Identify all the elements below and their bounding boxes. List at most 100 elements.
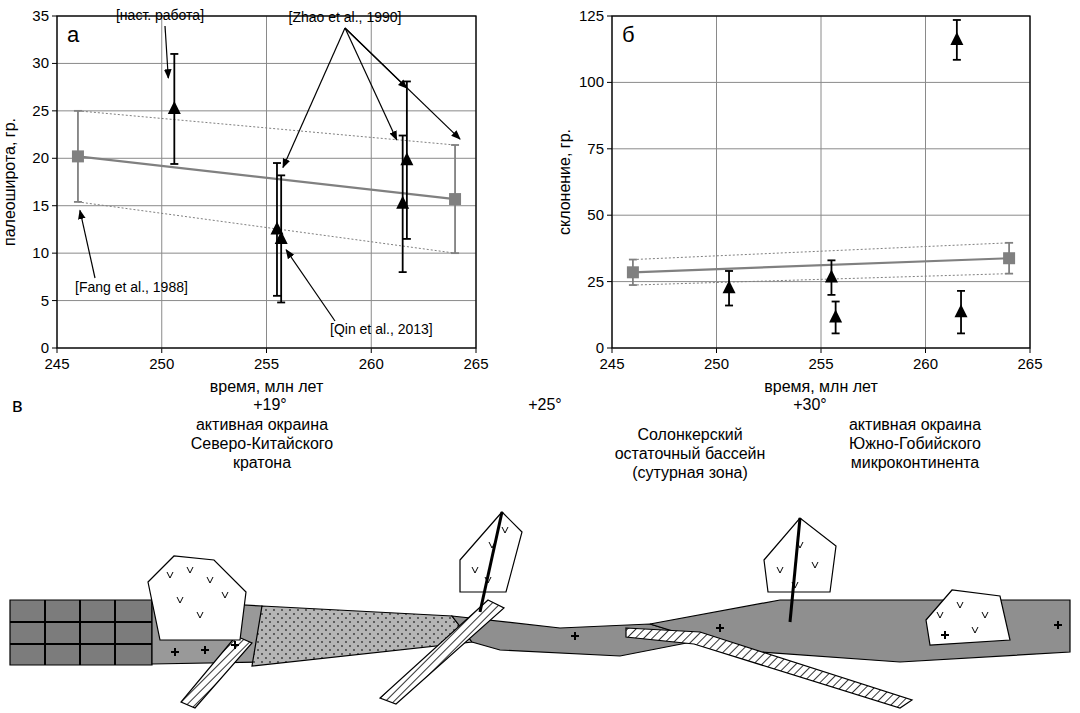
chart-panel: 24525025526026505101520253035время, млн … (1, 7, 489, 395)
label-line: активная окраина (849, 416, 981, 433)
error-bar-cap (74, 201, 82, 203)
tick-label-y: 50 (587, 206, 604, 223)
annotation: [Qin et al., 2013] (330, 321, 433, 337)
error-bar-cap (273, 162, 281, 164)
granite-mark (201, 646, 209, 654)
trend-line (78, 156, 455, 199)
point-triangle (168, 101, 181, 114)
tick-label-y: 0 (41, 339, 49, 356)
tick-label-y: 15 (32, 197, 49, 214)
grid-line-x (161, 16, 162, 348)
granite-mark (716, 624, 724, 632)
arc-far-right (926, 590, 1010, 645)
tick-y (52, 110, 57, 111)
error-bar-cap (953, 19, 961, 21)
volcanic-mark (207, 577, 213, 583)
craton-grid (114, 600, 116, 665)
error-bar-cap (403, 238, 411, 240)
craton-grid (10, 643, 152, 645)
point-triangle (955, 304, 968, 317)
section-diagram: в+19°+25°+30°активная окраинаСеверо-Кита… (10, 394, 1070, 708)
tick-x (925, 348, 926, 353)
panel-label: а (67, 22, 80, 47)
tick-label-y: 30 (32, 54, 49, 71)
tick-y (607, 215, 612, 216)
label-line: активная окраина (196, 416, 328, 433)
tick-x (161, 348, 162, 353)
tick-label-y: 75 (587, 140, 604, 157)
tick-label-y: 5 (41, 292, 49, 309)
error-bar-cap (273, 295, 281, 297)
grid-line-y (57, 253, 476, 254)
error-bar-cap (832, 301, 840, 303)
label-line: Северо-Китайского (191, 435, 334, 452)
annotation-arrow (283, 28, 345, 167)
tick-label-y: 125 (579, 7, 604, 24)
tick-y (52, 300, 57, 301)
tick-label-y: 25 (32, 102, 49, 119)
error-bar-cap (827, 294, 835, 296)
x-axis-title: время, млн лет (210, 378, 324, 395)
tick-label-y: 25 (587, 273, 604, 290)
trend-line (633, 258, 1009, 272)
tick-y (52, 16, 57, 17)
tick-label-y: 35 (32, 7, 49, 24)
volcanic-mark (937, 612, 943, 618)
tick-y (607, 16, 612, 17)
point-square (1003, 252, 1015, 264)
label-line: Солонкерский (637, 426, 742, 443)
grid-line-y (57, 63, 476, 64)
tick-label-x: 265 (1017, 355, 1042, 372)
slab-right (626, 628, 912, 708)
point-triangle (723, 280, 736, 293)
label-line: остаточный бассейн (615, 445, 766, 462)
tick-y (52, 253, 57, 254)
error-bar-cap (170, 163, 178, 165)
tick-y (52, 205, 57, 206)
annotation: [Fang et al., 1988] (75, 279, 188, 295)
volcanic-mark (472, 567, 478, 573)
tick-label-x: 250 (704, 355, 729, 372)
volcanic-mark (197, 612, 203, 618)
tick-x (716, 348, 717, 353)
point-triangle (829, 309, 842, 322)
volcanic-mark (222, 592, 228, 598)
tick-y (607, 148, 612, 149)
tick-x (371, 348, 372, 353)
tick-label-x: 255 (254, 355, 279, 372)
plot-area (627, 20, 1015, 333)
annotation-arrow (345, 28, 397, 140)
slab-left (181, 636, 252, 708)
craton-crust (10, 600, 152, 665)
latitude-label: +19° (253, 396, 287, 413)
volcanic-mark (812, 562, 818, 568)
error-bar-cap (451, 144, 459, 146)
envelope-lower (633, 274, 1009, 285)
error-bar-cap (399, 271, 407, 273)
plot-frame (612, 16, 1030, 348)
volcanic-mark (177, 597, 183, 603)
grid-line-y (57, 110, 476, 111)
volcanic-mark (777, 567, 783, 573)
tick-label-y: 0 (596, 339, 604, 356)
diagram-label: Солонкерский остаточный бассейн (сутурная … (615, 426, 766, 481)
point-square (72, 150, 84, 162)
point-triangle (400, 152, 413, 165)
tick-x (1030, 348, 1031, 353)
label-line: кратона (233, 454, 291, 471)
error-bar-cap (629, 259, 637, 261)
tick-label-y: 10 (32, 244, 49, 261)
grid-line-x (371, 16, 372, 348)
label-line: (сутурная зона) (632, 464, 748, 481)
tick-y (607, 82, 612, 83)
tick-label-y: 100 (579, 73, 604, 90)
error-bar-cap (1005, 273, 1013, 275)
plot-area (72, 54, 461, 303)
craton-grid (44, 600, 46, 665)
tick-label-x: 260 (913, 355, 938, 372)
label-line: Южно-Гобийского (849, 435, 981, 452)
grid-line-y (57, 300, 476, 301)
x-axis-title: время, млн лет (764, 378, 878, 395)
tick-x (612, 348, 613, 353)
error-bar-cap (277, 302, 285, 304)
